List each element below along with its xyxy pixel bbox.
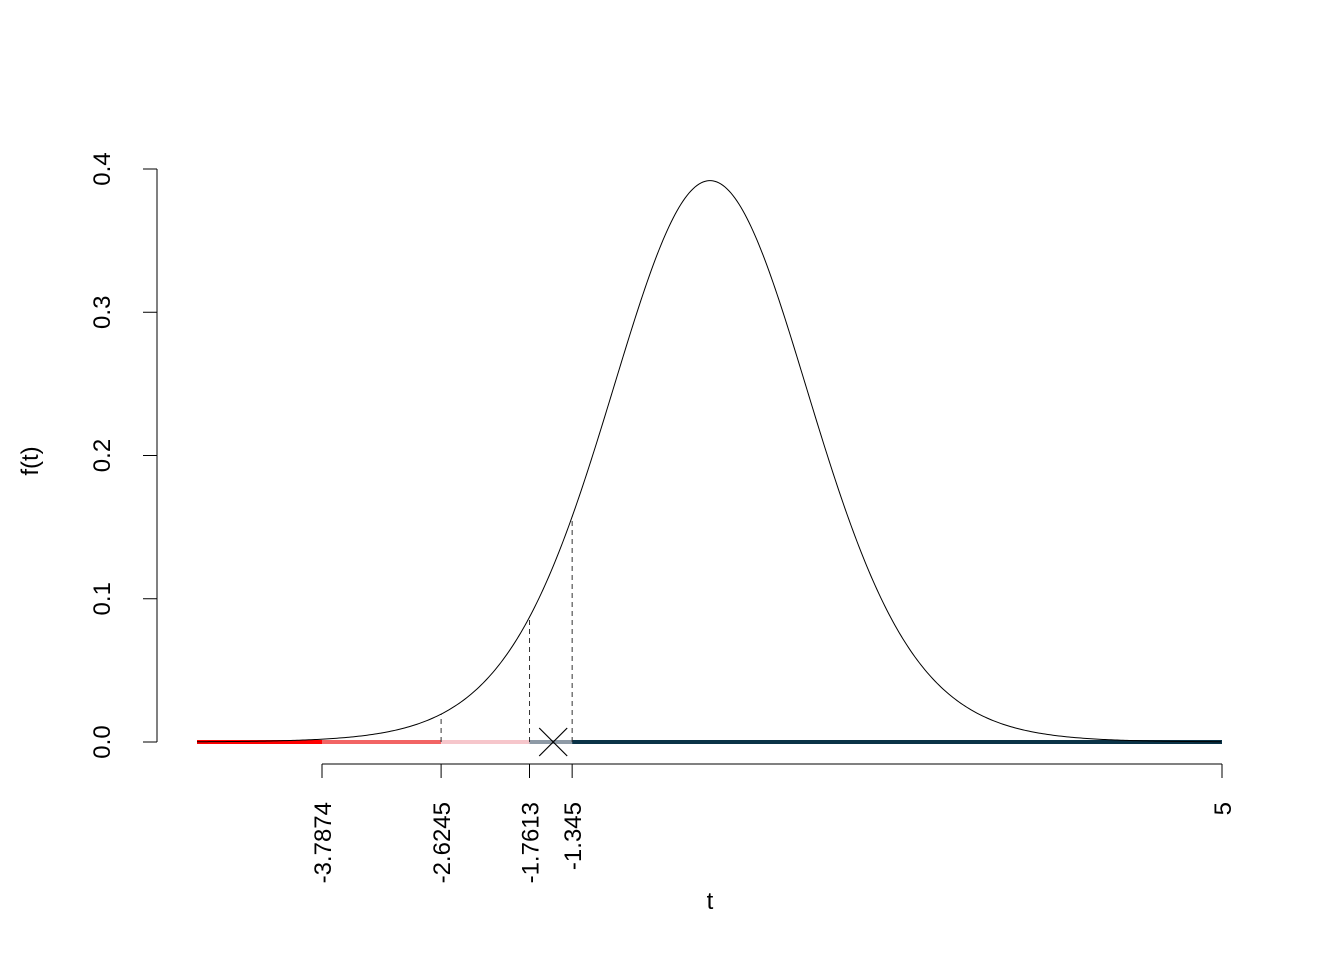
y-axis-title: f(t): [17, 446, 44, 475]
x-axis: -3.7874 -2.6245 -1.7613 -1.345 5: [310, 763, 1237, 883]
y-tick-label: 0.3: [89, 296, 116, 329]
x-tick-label: -2.6245: [429, 802, 456, 883]
x-axis-title: t: [707, 888, 714, 915]
y-axis: 0.0 0.1 0.2 0.3 0.4: [89, 152, 158, 759]
y-tick-label: 0.4: [89, 152, 116, 185]
y-tick-label: 0.0: [89, 725, 116, 758]
x-tick-label: -1.7613: [518, 802, 545, 883]
x-tick-label: -1.345: [560, 802, 587, 870]
observed-statistic-marker: [538, 727, 568, 757]
observed-x-marker: [538, 727, 568, 757]
y-tick-label: 0.1: [89, 582, 116, 615]
critical-value-lines: [440, 516, 573, 742]
x-tick-label: -3.7874: [310, 802, 337, 883]
density-curve: [196, 180, 1222, 743]
x-tick-label: 5: [1210, 802, 1237, 815]
y-tick-label: 0.2: [89, 439, 116, 472]
